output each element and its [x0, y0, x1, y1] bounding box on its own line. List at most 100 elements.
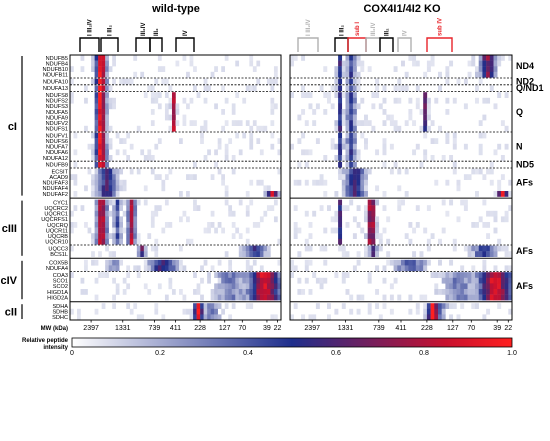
heatmap-cell [136, 245, 141, 252]
heatmap-cell [105, 78, 109, 85]
heatmap-cell [508, 265, 513, 272]
heatmap-cell [273, 277, 278, 284]
heatmap-cell [393, 265, 398, 272]
heatmap-cell [452, 283, 457, 290]
heatmap-cell [338, 138, 343, 144]
heatmap-cell [478, 132, 483, 139]
heatmap-cell [482, 114, 487, 121]
heatmap-cell [119, 185, 123, 192]
heatmap-cell [345, 60, 350, 67]
heatmap-cell [352, 265, 357, 272]
heatmap-cell [161, 259, 166, 266]
heatmap-cell [94, 66, 99, 72]
heatmap-cell [489, 179, 494, 186]
heatmap-cell [245, 191, 250, 197]
heatmap-cell [341, 179, 346, 186]
heatmap-cell [508, 289, 513, 295]
heatmap-cell [98, 143, 102, 150]
heatmap-cell [338, 60, 343, 67]
gene-label: NDUFS2 [46, 99, 68, 105]
heatmap-cell [415, 259, 420, 266]
heatmap-cell [94, 138, 99, 144]
heatmap-cell [508, 308, 513, 315]
heatmap-cell [115, 179, 120, 186]
heatmap-cell [352, 114, 357, 121]
heatmap-cell [270, 132, 275, 139]
gene-label: UQCRQ [47, 223, 68, 229]
heatmap-cell [235, 277, 240, 284]
heatmap-cell [497, 238, 502, 245]
heatmap-cell [352, 174, 357, 180]
heatmap-cell [338, 216, 343, 223]
heatmap-cell [263, 277, 268, 284]
heatmap-cell [249, 138, 254, 144]
heatmap-cell [401, 199, 405, 206]
heatmap-cell [108, 168, 113, 175]
heatmap-cell [228, 283, 233, 290]
heatmap-cell [70, 66, 74, 72]
gene-label: SCO2 [53, 284, 68, 290]
heatmap-cell [270, 191, 275, 197]
heatmap-cell [259, 149, 264, 156]
heatmap-cell [214, 294, 218, 301]
heatmap-cell [356, 185, 361, 192]
complex-bracket-label: IV [403, 30, 409, 36]
heatmap-cell [334, 216, 339, 223]
heatmap-cell [91, 259, 95, 266]
heatmap-cell [327, 303, 331, 309]
heatmap-cell [352, 191, 357, 197]
heatmap-cell [266, 205, 271, 211]
heatmap-cell [207, 149, 211, 156]
heatmap-cell [189, 60, 194, 67]
heatmap-cell [94, 216, 99, 223]
heatmap-cell [367, 199, 372, 206]
heatmap-cell [452, 238, 457, 245]
heatmap-cell [341, 92, 346, 98]
heatmap-cell [136, 265, 141, 272]
heatmap-cell [126, 216, 131, 223]
heatmap-cell [252, 283, 257, 290]
heatmap-cell [98, 179, 102, 186]
heatmap-cell [508, 191, 513, 197]
heatmap-cell [112, 210, 116, 217]
heatmap-cell [482, 265, 487, 272]
complex-group-label: cIV [0, 275, 17, 287]
heatmap-cell [140, 71, 145, 78]
heatmap-cell [98, 97, 102, 104]
heatmap-cell [150, 265, 155, 272]
heatmap-cell [207, 303, 211, 309]
gene-label: BCS1L [50, 252, 68, 258]
heatmap-cell [430, 55, 435, 61]
heatmap-cell [73, 191, 78, 197]
heatmap-cell [471, 289, 476, 295]
heatmap-cell [126, 233, 131, 239]
heatmap-cell [256, 245, 261, 252]
heatmap-cell [273, 71, 278, 78]
heatmap-cell [341, 191, 346, 197]
heatmap-cell [252, 85, 257, 92]
heatmap-cell [168, 259, 173, 266]
heatmap-cell [334, 125, 339, 132]
heatmap-cell [242, 277, 247, 284]
heatmap-cell [334, 210, 339, 217]
heatmap-cell [334, 78, 339, 85]
heatmap-cell [263, 283, 268, 290]
heatmap-cell [266, 283, 271, 290]
heatmap-cell [338, 78, 343, 85]
heatmap-cell [154, 308, 159, 315]
heatmap-cell [98, 60, 102, 67]
heatmap-cell [154, 259, 159, 266]
heatmap-cell [98, 92, 102, 98]
heatmap-cell [98, 138, 102, 144]
heatmap-cell [108, 259, 113, 266]
heatmap-cell [235, 294, 240, 301]
heatmap-cell [445, 294, 450, 301]
heatmap-cell [356, 222, 361, 228]
gene-label: NDUFV1 [46, 133, 68, 139]
heatmap-cell [143, 265, 148, 272]
heatmap-cell [164, 103, 169, 110]
gene-label: SDHB [52, 310, 68, 316]
heatmap-cell [98, 161, 102, 168]
heatmap-cell [217, 283, 222, 290]
heatmap-cell [319, 283, 324, 290]
